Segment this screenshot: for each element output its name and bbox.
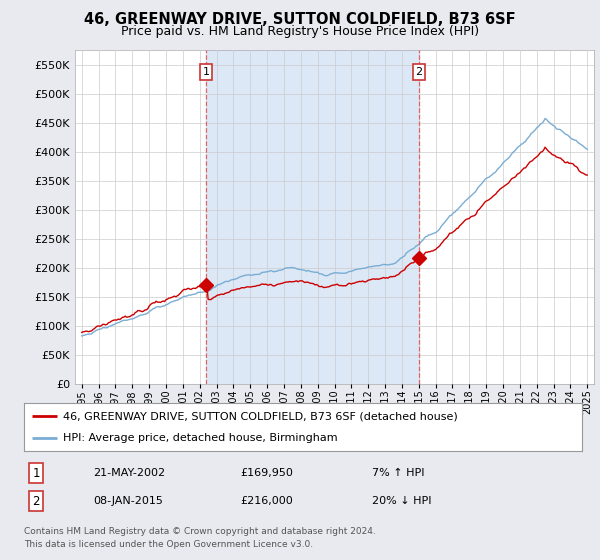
Text: 1: 1	[203, 67, 209, 77]
Text: Price paid vs. HM Land Registry's House Price Index (HPI): Price paid vs. HM Land Registry's House …	[121, 25, 479, 38]
Text: This data is licensed under the Open Government Licence v3.0.: This data is licensed under the Open Gov…	[24, 540, 313, 549]
Text: £169,950: £169,950	[240, 468, 293, 478]
Text: 1: 1	[32, 466, 40, 480]
Text: 2: 2	[416, 67, 422, 77]
Text: 21-MAY-2002: 21-MAY-2002	[93, 468, 165, 478]
Bar	[206, 50, 419, 384]
Text: 20% ↓ HPI: 20% ↓ HPI	[372, 496, 431, 506]
Text: 46, GREENWAY DRIVE, SUTTON COLDFIELD, B73 6SF (detached house): 46, GREENWAY DRIVE, SUTTON COLDFIELD, B7…	[63, 411, 458, 421]
Text: £216,000: £216,000	[240, 496, 293, 506]
Text: Contains HM Land Registry data © Crown copyright and database right 2024.: Contains HM Land Registry data © Crown c…	[24, 528, 376, 536]
Text: 08-JAN-2015: 08-JAN-2015	[93, 496, 163, 506]
Text: HPI: Average price, detached house, Birmingham: HPI: Average price, detached house, Birm…	[63, 433, 338, 443]
Text: 46, GREENWAY DRIVE, SUTTON COLDFIELD, B73 6SF: 46, GREENWAY DRIVE, SUTTON COLDFIELD, B7…	[84, 12, 516, 27]
Text: 7% ↑ HPI: 7% ↑ HPI	[372, 468, 425, 478]
Text: 2: 2	[32, 494, 40, 508]
